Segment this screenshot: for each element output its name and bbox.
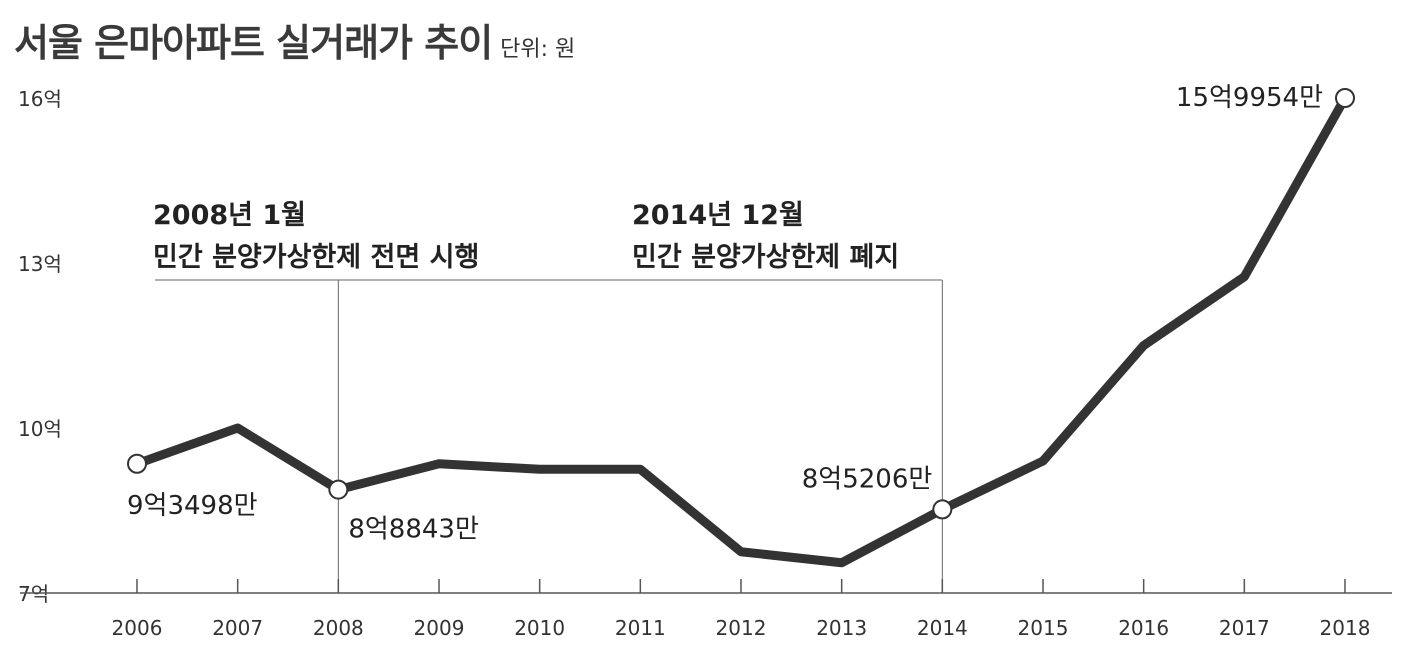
data-label: 8억5206만: [802, 464, 933, 494]
x-tick-label: 2009: [414, 616, 465, 640]
annotation-text: 민간 분양가상한제 전면 시행: [153, 242, 479, 273]
y-tick-label: 10억: [18, 417, 62, 441]
chart-title: 서울 은마아파트 실거래가 추이 단위: 원: [14, 12, 575, 67]
annotation-text: 민간 분양가상한제 폐지: [632, 242, 899, 273]
x-tick-label: 2008: [313, 616, 364, 640]
x-tick-label: 2010: [514, 616, 565, 640]
unit-label: 단위: 원: [500, 37, 576, 62]
x-tick-label: 2018: [1320, 616, 1371, 640]
chart-title-text: 서울 은마아파트 실거래가 추이: [14, 21, 493, 65]
y-tick-label: 7억: [18, 582, 49, 606]
x-tick-label: 2017: [1219, 616, 1270, 640]
data-point-marker: [127, 453, 147, 474]
annotation-date: 2008년 1월: [153, 200, 306, 231]
x-tick-label: 2007: [212, 616, 263, 640]
data-point-marker: [328, 479, 349, 500]
series-line: [132, 93, 1350, 568]
x-tick-label: 2016: [1118, 616, 1169, 640]
y-tick-label: 16억: [18, 87, 62, 111]
x-tick-label: 2013: [816, 616, 867, 640]
x-tick-label: 2015: [1018, 616, 1069, 640]
x-tick-label: 2006: [112, 616, 163, 640]
annotation-date: 2014년 12월: [632, 200, 804, 231]
x-axis: 2006 2007 2008 2009 2010 2011 2012 2013 2014 2015…: [20, 579, 1392, 640]
x-tick-label: 2014: [917, 616, 968, 640]
x-tick-label: 2012: [716, 616, 767, 640]
x-tick-label: 2011: [615, 616, 666, 640]
data-label: 9억3498만: [127, 491, 258, 521]
data-labels: 9억3498만 8억8843만 8억5206만 15억9954만: [127, 83, 1355, 545]
y-tick-label: 13억: [18, 252, 62, 276]
data-label: 8억8843만: [348, 515, 479, 545]
y-axis-ticks: 7억 10억 13억 16억: [18, 87, 62, 606]
series-layer: [132, 93, 1350, 568]
data-label: 15억9954만: [1176, 83, 1323, 113]
data-point-marker: [1335, 88, 1355, 108]
data-point-marker: [932, 499, 953, 520]
